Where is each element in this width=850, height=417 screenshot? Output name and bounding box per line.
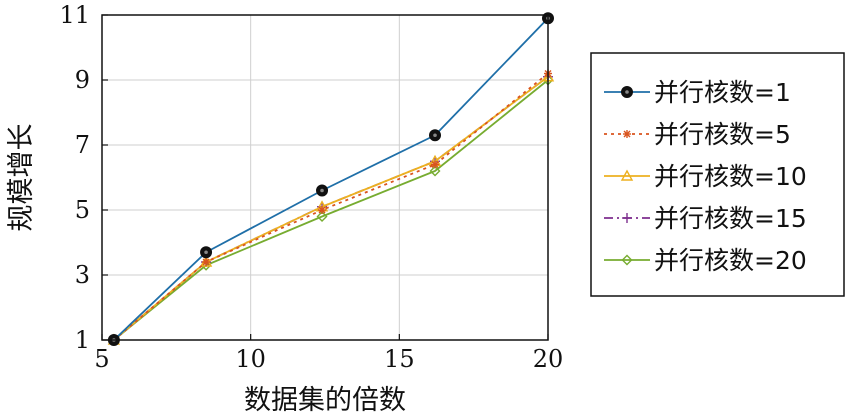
y-tick-label: 3	[75, 261, 90, 289]
legend-swatch-marker	[621, 86, 633, 98]
series-2-point-stroke	[431, 161, 439, 168]
legend-swatch-marker	[621, 254, 633, 266]
series-1-point	[429, 129, 442, 142]
series-1	[107, 12, 554, 346]
legend-swatch-marker-shape	[620, 169, 634, 181]
series-2-line	[113, 72, 549, 341]
series-1-point-dot	[204, 250, 208, 255]
legend-swatch-marker	[620, 169, 634, 181]
series-1-point-dot	[433, 133, 437, 138]
y-tick-label: 5	[75, 196, 90, 224]
legend-swatch-marker-stroke	[623, 130, 631, 138]
legend-label: 并行核数=20	[654, 246, 807, 275]
x-tick-label: 20	[533, 345, 564, 373]
y-tick-label: 11	[59, 1, 90, 29]
series-1-point	[200, 246, 213, 259]
y-tick-label: 7	[75, 131, 90, 159]
series-4	[108, 71, 553, 345]
y-tick-label: 9	[75, 66, 90, 94]
legend-swatch-marker-dot	[625, 90, 629, 94]
legend: 并行核数=1 并行核数=5 并行核数=10 并行核数=15 并行核数=20	[590, 52, 845, 297]
series-5-point	[316, 211, 328, 222]
series-3	[107, 70, 555, 345]
legend-label: 并行核数=5	[654, 120, 791, 149]
plot-frame	[101, 14, 549, 341]
series-2-point	[431, 160, 440, 169]
series-1-point-dot	[320, 188, 324, 193]
series-5-point-shape	[316, 211, 328, 222]
legend-item-2: 并行核数=5	[604, 120, 791, 149]
series-3-line	[113, 76, 549, 341]
legend-label: 并行核数=1	[654, 78, 791, 107]
legend-swatch-marker	[623, 130, 631, 138]
grid	[101, 14, 549, 341]
series-1-line	[113, 17, 549, 341]
legend-label: 并行核数=10	[654, 162, 807, 191]
legend-swatch-marker	[622, 213, 632, 223]
series-1-point	[316, 184, 329, 197]
ticks: 5 10 15 20 1 3 5 7 9 11	[59, 1, 563, 373]
series-2-point-stroke	[318, 206, 326, 214]
legend-item-1: 并行核数=1	[604, 78, 791, 107]
series-4-line	[113, 76, 549, 341]
x-tick-label: 5	[94, 345, 109, 373]
legend-item-5: 并行核数=20	[604, 246, 807, 275]
series-5-line	[113, 79, 549, 341]
legend-item-4: 并行核数=15	[604, 204, 807, 233]
y-axis-label: 规模增长	[6, 124, 37, 232]
series-2	[109, 69, 552, 344]
series-2-point	[202, 258, 211, 266]
x-axis-label: 数据集的倍数	[244, 385, 406, 416]
x-tick-label: 10	[235, 345, 266, 373]
legend-item-3: 并行核数=10	[604, 162, 807, 191]
series-2-point	[318, 206, 327, 214]
series-2-point-stroke	[202, 258, 210, 266]
y-tick-label: 1	[75, 326, 90, 354]
legend-label: 并行核数=15	[654, 204, 807, 233]
legend-box	[590, 52, 845, 297]
series-5-point-shape	[429, 165, 441, 177]
series-5-point	[429, 165, 441, 177]
x-tick-label: 15	[384, 345, 415, 373]
legend-swatch-marker-shape	[621, 254, 633, 266]
series-layer	[107, 12, 555, 346]
